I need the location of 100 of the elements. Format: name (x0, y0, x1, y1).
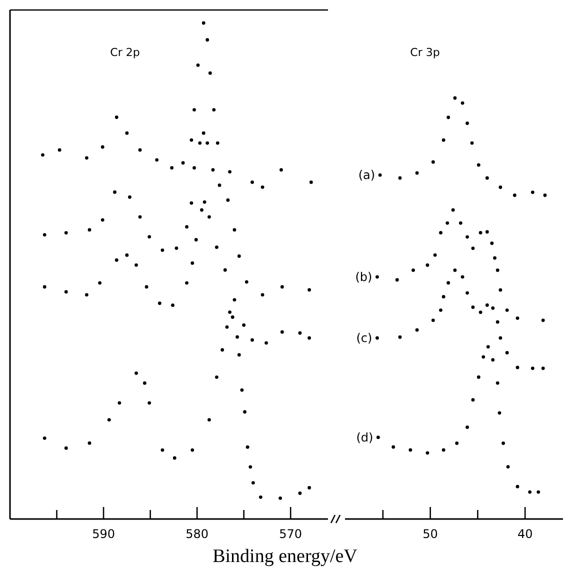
point (128, 195, 132, 199)
point (250, 180, 254, 184)
point (415, 171, 419, 175)
point (493, 256, 496, 260)
point (223, 268, 227, 272)
point (455, 442, 459, 445)
point (237, 254, 241, 258)
point (232, 298, 236, 302)
point (190, 448, 194, 452)
point (190, 261, 194, 265)
point (216, 141, 220, 145)
point (466, 235, 469, 239)
x-tick-label: 590 (92, 527, 115, 541)
point (190, 138, 194, 142)
point (516, 366, 520, 370)
point (185, 281, 188, 285)
point (530, 190, 534, 194)
point (458, 221, 462, 225)
point (243, 410, 246, 414)
point (41, 153, 44, 157)
point (446, 116, 450, 120)
point (491, 306, 495, 310)
point (100, 145, 104, 149)
point (232, 228, 236, 232)
point (490, 242, 494, 245)
point (202, 131, 206, 135)
point (64, 231, 68, 235)
point (260, 293, 264, 297)
point (171, 304, 174, 307)
point (412, 268, 415, 272)
point (398, 335, 402, 339)
point (258, 495, 262, 499)
point (264, 341, 268, 345)
point (208, 418, 211, 422)
point (142, 381, 146, 385)
point (138, 148, 142, 152)
point (485, 230, 489, 234)
point (125, 253, 129, 257)
point (42, 285, 46, 289)
point (466, 291, 469, 295)
point (466, 426, 469, 429)
point (202, 21, 206, 25)
point (170, 166, 174, 170)
point (485, 176, 489, 180)
point (446, 221, 450, 225)
point (498, 288, 502, 292)
point (398, 176, 402, 180)
point (134, 371, 138, 375)
point (226, 198, 230, 202)
point (498, 186, 502, 189)
point (250, 338, 254, 342)
point (107, 418, 111, 422)
point (308, 288, 311, 292)
point (200, 208, 204, 212)
point (431, 160, 435, 164)
point (113, 190, 116, 194)
point (378, 173, 382, 177)
point (466, 122, 469, 125)
point (506, 465, 510, 468)
point (114, 258, 118, 262)
series-label: (a) (358, 168, 376, 182)
point (84, 293, 88, 297)
point (172, 456, 176, 460)
x-tick-label: 570 (279, 527, 302, 541)
point (505, 308, 509, 312)
point (202, 200, 206, 204)
x-tick-label: 40 (517, 527, 533, 541)
point (505, 351, 509, 354)
point (431, 318, 435, 322)
point (426, 451, 430, 455)
point (278, 496, 282, 500)
point (181, 161, 185, 165)
point (308, 486, 311, 490)
point (160, 448, 164, 452)
point (185, 225, 188, 229)
text: Cr 2p (110, 46, 140, 59)
point (148, 235, 152, 238)
point (478, 231, 482, 234)
point (496, 268, 500, 272)
point (498, 411, 502, 415)
point (248, 465, 252, 469)
point (280, 285, 284, 289)
point (451, 208, 455, 212)
point (158, 302, 162, 305)
point (208, 215, 211, 219)
point (237, 353, 241, 357)
point (246, 445, 250, 449)
point (308, 336, 311, 340)
point (198, 141, 202, 145)
point (439, 231, 442, 234)
point (498, 336, 502, 340)
point (476, 163, 480, 167)
point (446, 281, 450, 285)
point (218, 183, 222, 187)
point (215, 245, 218, 249)
point (134, 263, 138, 267)
point (190, 201, 194, 205)
x-tick-label: 50 (422, 527, 438, 541)
point (460, 101, 464, 105)
point (138, 215, 142, 219)
